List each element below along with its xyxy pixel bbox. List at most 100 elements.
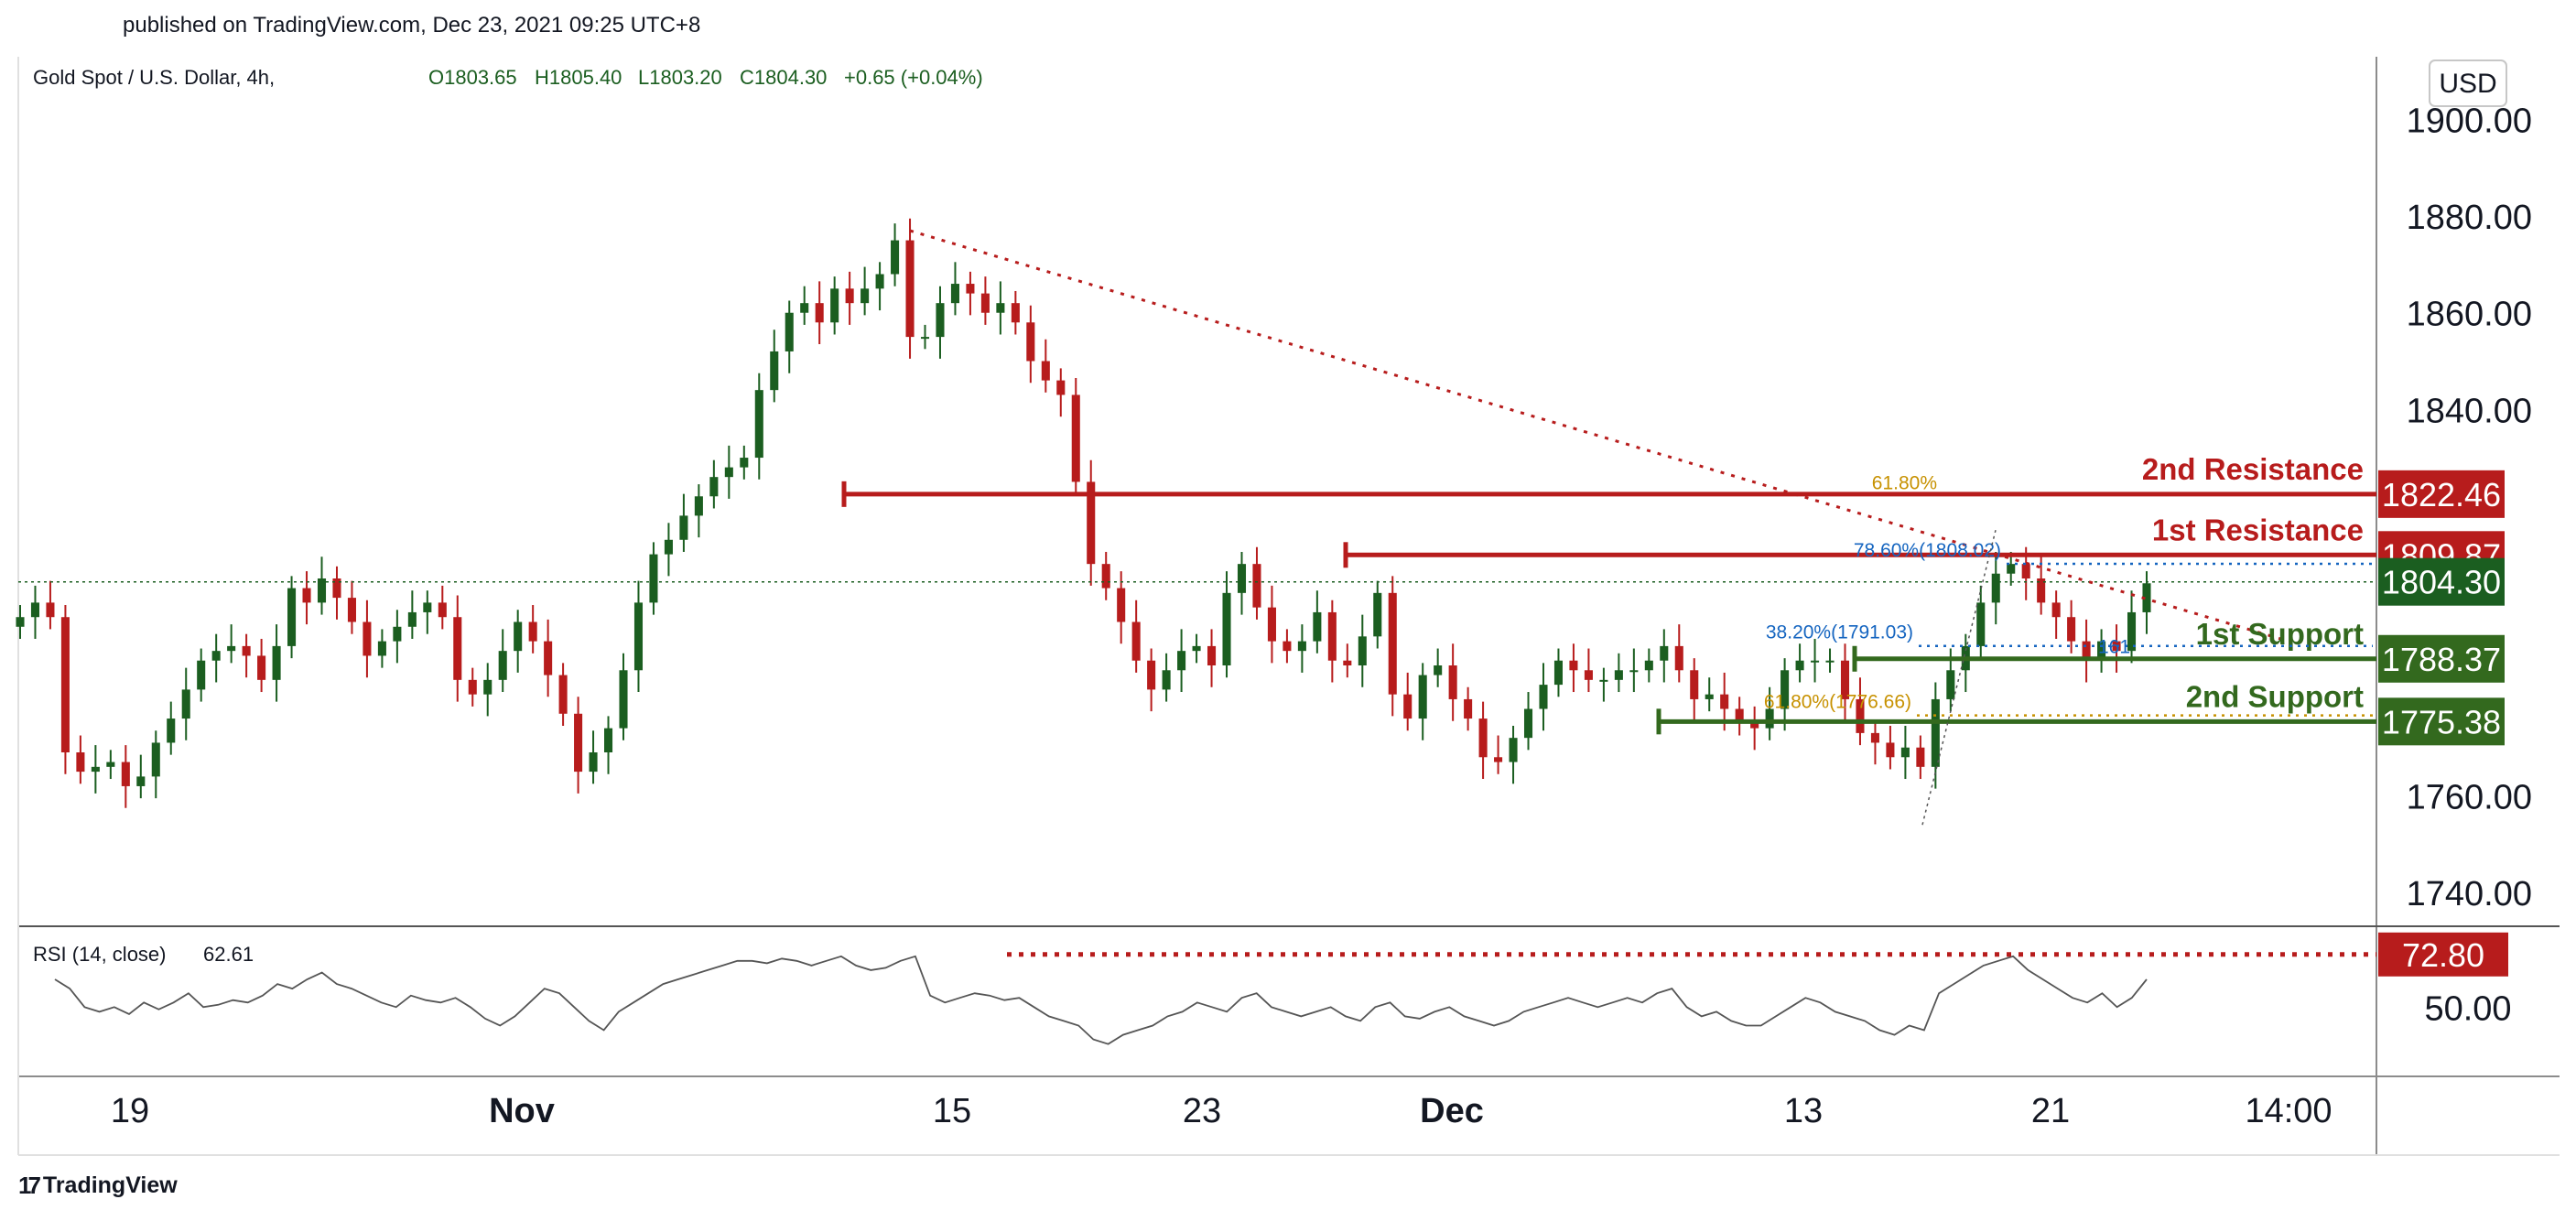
- candle-body: [905, 240, 915, 338]
- candle-body: [363, 621, 372, 656]
- candle-body: [242, 645, 251, 656]
- candle-body: [76, 752, 85, 773]
- candle-body: [724, 467, 733, 478]
- level-price-label: 1804.30: [2382, 564, 2501, 601]
- rsi-panel: 72.80 50.00 RSI (14, close) 62.61: [33, 932, 2512, 1045]
- candle-body: [1599, 679, 1608, 682]
- candle-body: [1192, 645, 1201, 652]
- candle-body: [1313, 611, 1322, 642]
- candle-body: [438, 602, 447, 618]
- candle-body: [845, 288, 854, 304]
- price-series: [16, 218, 2151, 808]
- currency-button[interactable]: USD: [2429, 59, 2507, 107]
- time-tick-label: Dec: [1420, 1092, 1484, 1130]
- candle-body: [800, 303, 809, 313]
- time-tick-label: 21: [2031, 1092, 2070, 1130]
- candle-body: [1358, 636, 1367, 665]
- level-name-label: 1st Resistance: [2152, 513, 2364, 546]
- candle-body: [2067, 617, 2076, 642]
- candle-body: [1509, 738, 1518, 762]
- published-caption: published on TradingView.com, Dec 23, 20…: [123, 13, 701, 38]
- level-price-tag: [2378, 634, 2505, 683]
- candle-body: [770, 351, 779, 391]
- chart-frame: [17, 57, 2560, 1156]
- level-name-label: 2nd Resistance: [2142, 452, 2364, 486]
- candle-body: [1464, 698, 1473, 719]
- candle-body: [287, 588, 297, 646]
- candle-body: [1494, 757, 1503, 762]
- candle-body: [1569, 660, 1578, 671]
- candle-body: [60, 617, 70, 752]
- candle-body: [1976, 602, 1986, 646]
- candle-body: [302, 588, 311, 603]
- candle-body: [709, 477, 719, 497]
- ohlc-low: L1803.20: [638, 66, 722, 89]
- fib-level-label: 78.60%(1808.02): [1854, 540, 2001, 561]
- level-price-label: 1822.46: [2382, 476, 2501, 513]
- price-tick-label: 1840.00: [2407, 392, 2532, 430]
- candle-body: [1267, 607, 1276, 642]
- candle-body: [1056, 380, 1066, 395]
- candle-body: [1825, 660, 1835, 663]
- candle-body: [1690, 670, 1699, 699]
- candle-body: [754, 390, 763, 459]
- candle-body: [1795, 660, 1804, 671]
- symbol-title: Gold Spot / U.S. Dollar, 4h,: [33, 66, 275, 89]
- candle-body: [1373, 592, 1382, 637]
- time-tick-label: 19: [111, 1092, 149, 1130]
- candle-body: [1811, 660, 1820, 663]
- candle-body: [1523, 708, 1533, 739]
- candle-body: [1327, 611, 1337, 661]
- tradingview-logo[interactable]: 17 TradingView: [18, 1172, 178, 1200]
- downtrend-line: [909, 229, 2289, 643]
- candle-body: [16, 617, 25, 627]
- candle-body: [423, 602, 432, 612]
- candle-body: [227, 645, 236, 652]
- rsi-level-label: 72.80: [2402, 936, 2484, 974]
- candle-body: [377, 641, 386, 656]
- price-axis: 1900.00 1880.00 1860.00 1840.00 1760.00 1740.…: [2407, 103, 2532, 913]
- candle-body: [1644, 660, 1653, 671]
- candle-body: [483, 679, 492, 695]
- candle-body: [121, 762, 130, 786]
- candle-body: [1900, 747, 1910, 758]
- candle-body: [936, 303, 945, 338]
- candle-body: [468, 679, 477, 695]
- ohlc-change: +0.65 (+0.04%): [844, 66, 983, 89]
- candle-body: [1991, 573, 2000, 603]
- time-tick-label: 14:00: [2245, 1092, 2332, 1130]
- candle-body: [1870, 732, 1879, 743]
- candle-body: [30, 602, 40, 618]
- candle-body: [1553, 660, 1563, 686]
- candle-body: [181, 689, 190, 719]
- candle-body: [1147, 660, 1156, 690]
- candle-body: [1418, 675, 1427, 719]
- candle-body: [830, 288, 839, 323]
- level-price-tag: [2378, 697, 2505, 746]
- candle-body: [2021, 564, 2030, 578]
- ohlc-high: H1805.40: [535, 66, 622, 89]
- candle-body: [815, 303, 824, 323]
- time-tick-label: 23: [1183, 1092, 1221, 1130]
- candle-body: [694, 496, 703, 516]
- time-axis: 19 Nov 15 23 Dec 13 21 14:00: [111, 1092, 2332, 1130]
- candle-body: [151, 742, 160, 777]
- currency-label[interactable]: USD: [2439, 69, 2496, 99]
- price-tick-label: 1760.00: [2407, 779, 2532, 817]
- candle-body: [1283, 641, 1292, 652]
- candle-body: [1011, 303, 1020, 323]
- rsi-current-value: 62.61: [203, 943, 254, 966]
- candle-body: [2007, 564, 2016, 574]
- candle-body: [1177, 651, 1186, 671]
- candle-body: [875, 274, 884, 289]
- candle-body: [664, 539, 673, 555]
- candle-body: [1840, 660, 1850, 699]
- candle-body: [2037, 578, 2046, 603]
- candle-body: [2142, 583, 2151, 612]
- candle-body: [966, 284, 975, 294]
- fib-level-label: 38.20%(1791.03): [1766, 622, 1913, 643]
- candle-body: [996, 303, 1005, 313]
- candle-body: [679, 515, 688, 540]
- candle-body: [1403, 694, 1412, 719]
